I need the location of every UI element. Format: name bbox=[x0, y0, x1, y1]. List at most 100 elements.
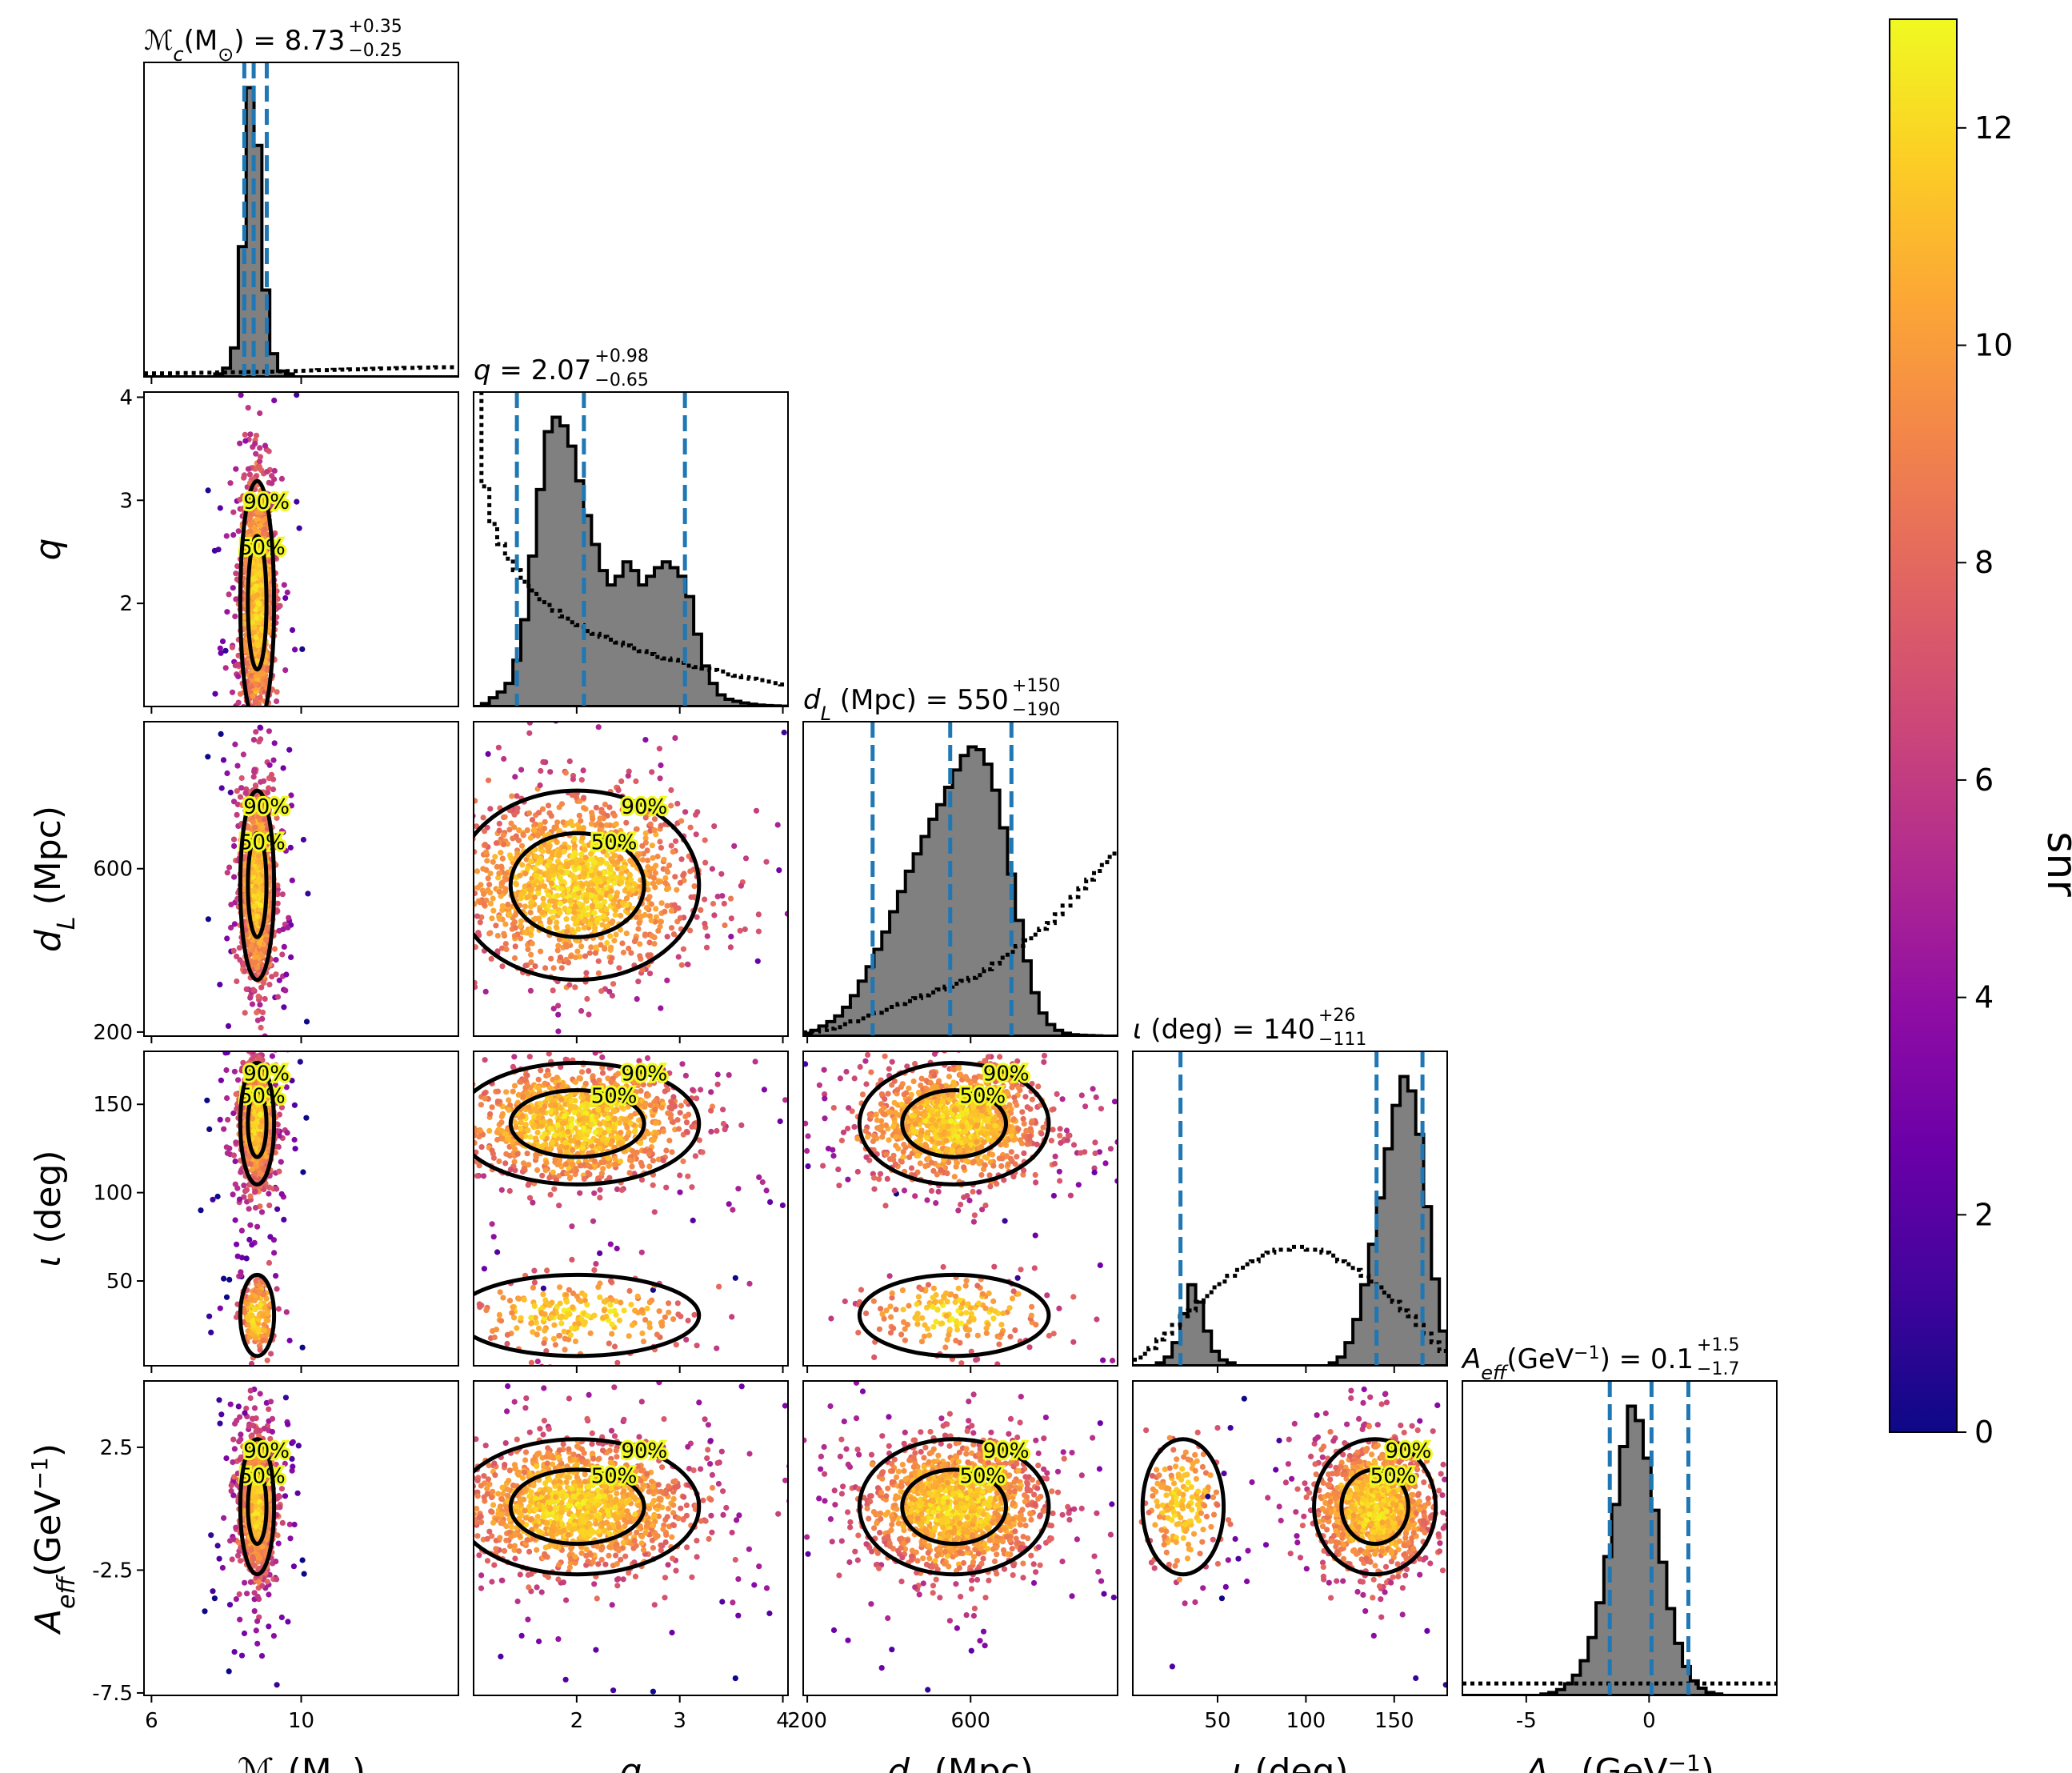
scatter-point bbox=[477, 899, 483, 906]
scatter-point bbox=[224, 935, 230, 942]
scatter-point bbox=[276, 977, 282, 983]
scatter-point bbox=[263, 1295, 270, 1302]
scatter-point bbox=[516, 827, 522, 834]
scatter-point bbox=[256, 940, 262, 947]
scatter-point bbox=[253, 432, 260, 438]
scatter-point bbox=[274, 844, 280, 850]
scatter-point bbox=[545, 802, 552, 809]
scatter-point bbox=[556, 827, 563, 834]
scatter-point bbox=[242, 797, 249, 803]
scatter-point bbox=[527, 909, 534, 916]
scatter-point bbox=[643, 905, 650, 911]
scatter-point bbox=[647, 821, 654, 827]
scatter-point bbox=[215, 364, 221, 370]
scatter-point bbox=[531, 882, 538, 888]
scatter-point bbox=[544, 870, 550, 877]
posterior-histogram-q bbox=[474, 415, 788, 706]
scatter-point bbox=[628, 950, 634, 956]
scatter-point bbox=[518, 923, 524, 929]
scatter-point bbox=[270, 757, 277, 763]
scatter-point bbox=[614, 845, 620, 852]
scatter-point bbox=[249, 1001, 256, 1007]
scatter-point bbox=[839, 966, 845, 971]
scatter-point bbox=[409, 841, 414, 846]
scatter-point bbox=[270, 999, 275, 1005]
scatter-point bbox=[252, 782, 259, 789]
scatter-point bbox=[557, 900, 564, 907]
scatter-point bbox=[281, 1004, 287, 1011]
scatter-point bbox=[510, 835, 516, 842]
scatter-point bbox=[298, 774, 303, 780]
scatter-panel-dl-vs-q: 50%90% bbox=[409, 721, 845, 1043]
scatter-point bbox=[272, 1062, 279, 1068]
scatter-point bbox=[254, 964, 261, 971]
scatter-point bbox=[702, 859, 709, 866]
scatter-point bbox=[548, 955, 554, 962]
axes-frame bbox=[473, 391, 789, 707]
scatter-point bbox=[248, 672, 254, 679]
scatter-point bbox=[566, 907, 573, 914]
scatter-point bbox=[494, 932, 501, 939]
scatter-point bbox=[247, 522, 254, 529]
scatter-point bbox=[496, 889, 502, 895]
scatter-point bbox=[498, 850, 504, 856]
scatter-point bbox=[269, 480, 275, 486]
scatter-point bbox=[257, 620, 263, 626]
scatter-point bbox=[243, 558, 250, 566]
scatter-point bbox=[224, 1150, 230, 1156]
scatter-point bbox=[519, 862, 526, 868]
scatter-point bbox=[584, 995, 590, 1003]
scatter-point bbox=[630, 887, 636, 894]
scatter-point bbox=[559, 891, 566, 899]
scatter-point bbox=[267, 893, 274, 899]
scatter-point bbox=[260, 706, 266, 712]
scatter-point bbox=[234, 978, 240, 985]
scatter-point bbox=[499, 907, 506, 914]
scatter-point bbox=[542, 965, 549, 971]
scatter-point bbox=[216, 1025, 222, 1031]
scatter-point bbox=[810, 907, 815, 913]
scatter-point bbox=[489, 915, 495, 922]
scatter-point bbox=[527, 834, 534, 841]
scatter-point bbox=[280, 765, 286, 771]
scatter-point bbox=[555, 1011, 562, 1018]
scatter-point bbox=[247, 723, 253, 729]
scatter-point bbox=[578, 818, 584, 824]
scatter-point bbox=[482, 988, 489, 995]
scatter-point bbox=[246, 516, 253, 522]
scatter-point bbox=[485, 875, 491, 882]
scatter-point bbox=[605, 923, 611, 929]
scatter-point bbox=[262, 816, 268, 822]
scatter-point bbox=[248, 748, 254, 754]
scatter-point bbox=[550, 1006, 557, 1012]
scatter-point bbox=[451, 906, 457, 911]
scatter-point bbox=[261, 778, 267, 784]
scatter-point bbox=[588, 850, 594, 857]
scatter-point bbox=[284, 1130, 290, 1136]
scatter-point bbox=[266, 982, 273, 988]
scatter-point bbox=[245, 825, 251, 831]
scatter-point bbox=[232, 662, 238, 669]
scatter-point bbox=[577, 865, 583, 871]
scatter-point bbox=[245, 466, 252, 472]
scatter-point bbox=[271, 1250, 278, 1256]
scatter-point bbox=[513, 881, 520, 888]
scatter-point bbox=[604, 940, 610, 947]
scatter-point bbox=[234, 953, 240, 959]
scatter-point bbox=[499, 903, 506, 909]
scatter-point bbox=[824, 794, 830, 799]
scatter-point bbox=[303, 1019, 310, 1025]
scatter-point bbox=[247, 995, 254, 1001]
scatter-point bbox=[485, 750, 491, 758]
scatter-point bbox=[578, 857, 584, 863]
scatter-point bbox=[292, 646, 298, 653]
scatter-point bbox=[644, 847, 650, 854]
axes-frame bbox=[143, 721, 459, 1037]
scatter-point bbox=[442, 933, 448, 939]
scatter-point bbox=[208, 1329, 214, 1335]
scatter-point bbox=[436, 951, 442, 956]
scatter-point bbox=[578, 777, 585, 783]
scatter-point bbox=[668, 907, 674, 915]
scatter-point bbox=[581, 924, 588, 931]
